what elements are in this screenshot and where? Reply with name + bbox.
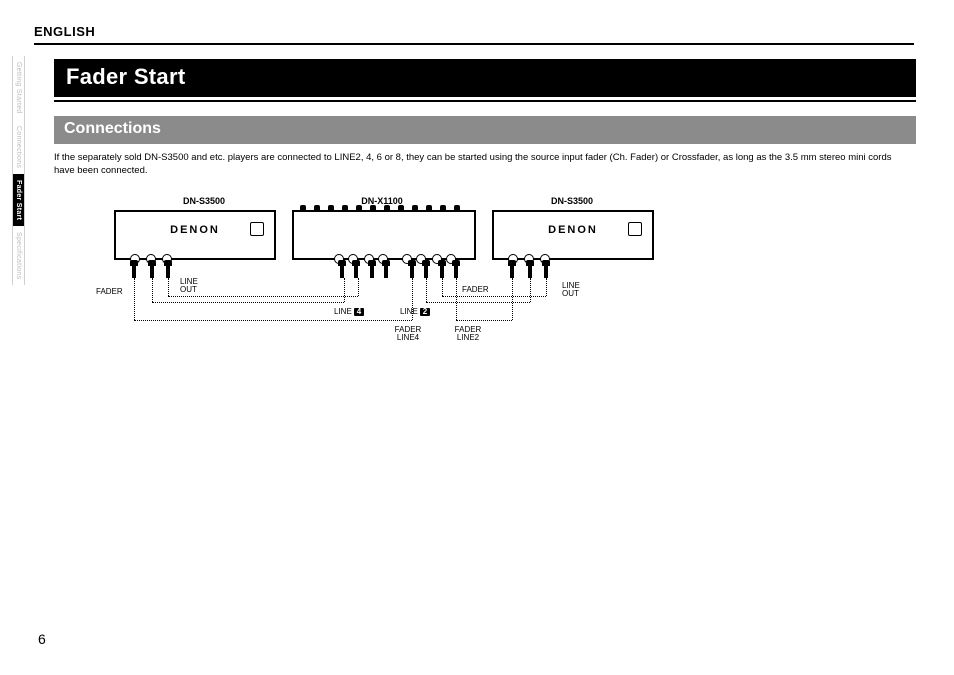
label-fader-line2: FADER LINE2 (444, 326, 492, 344)
label-fader-left: FADER (96, 288, 123, 297)
rule-top (34, 43, 914, 45)
cable (426, 278, 427, 302)
device-label-left: DN-S3500 (164, 196, 244, 206)
label-fader-right: FADER (462, 286, 489, 295)
label-lineout-left: LINE OUT (180, 278, 198, 296)
tab-fader-start[interactable]: Fader Start (12, 174, 25, 226)
cable (134, 320, 412, 321)
section-title-underline (54, 100, 916, 102)
plug (384, 266, 388, 278)
label-fader-line4: FADER LINE4 (384, 326, 432, 344)
plug (340, 266, 344, 278)
plug (354, 266, 358, 278)
cable (134, 278, 135, 320)
cable (442, 296, 546, 297)
cable (152, 302, 344, 303)
plug (166, 266, 170, 278)
cable (530, 278, 531, 302)
cable (168, 278, 169, 296)
brand-right: DENON (548, 224, 598, 236)
cable (426, 302, 530, 303)
plug (132, 266, 136, 278)
subsection-title: Connections (54, 116, 916, 144)
cable (456, 320, 512, 321)
section-title: Fader Start (54, 59, 916, 97)
page-number: 6 (38, 631, 46, 647)
port (628, 222, 642, 236)
device-label-right: DN-S3500 (532, 196, 612, 206)
cable (546, 278, 547, 296)
side-nav: Getting Started Connections Fader Start … (12, 56, 30, 285)
plug (440, 266, 444, 278)
label-lineout-right: LINE OUT (562, 282, 580, 300)
port (250, 222, 264, 236)
plug (454, 266, 458, 278)
tab-connections[interactable]: Connections (12, 120, 25, 174)
tab-getting-started[interactable]: Getting Started (12, 56, 25, 120)
cable (358, 278, 359, 296)
cable (152, 278, 153, 302)
device-mixer (292, 210, 476, 260)
device-right: DENON (492, 210, 654, 260)
plug (150, 266, 154, 278)
label-line2: LINE2 (400, 308, 430, 317)
plug (510, 266, 514, 278)
label-line4: LINE4 (334, 308, 364, 317)
cable (168, 296, 358, 297)
device-left: DENON (114, 210, 276, 260)
cable (442, 278, 443, 296)
brand-left: DENON (170, 224, 220, 236)
mixer-knobs (294, 205, 474, 212)
cable (456, 278, 457, 320)
language-label: ENGLISH (34, 24, 916, 39)
cable (344, 278, 345, 302)
plug (424, 266, 428, 278)
plug (544, 266, 548, 278)
cable (512, 278, 513, 320)
plug (528, 266, 532, 278)
paragraph: If the separately sold DN-S3500 and etc.… (54, 152, 914, 178)
plug (370, 266, 374, 278)
tab-specifications[interactable]: Specifications (12, 226, 25, 285)
plug (410, 266, 414, 278)
connection-diagram: DN-S3500 DN-X1100 DN-S3500 DENON (54, 196, 916, 376)
